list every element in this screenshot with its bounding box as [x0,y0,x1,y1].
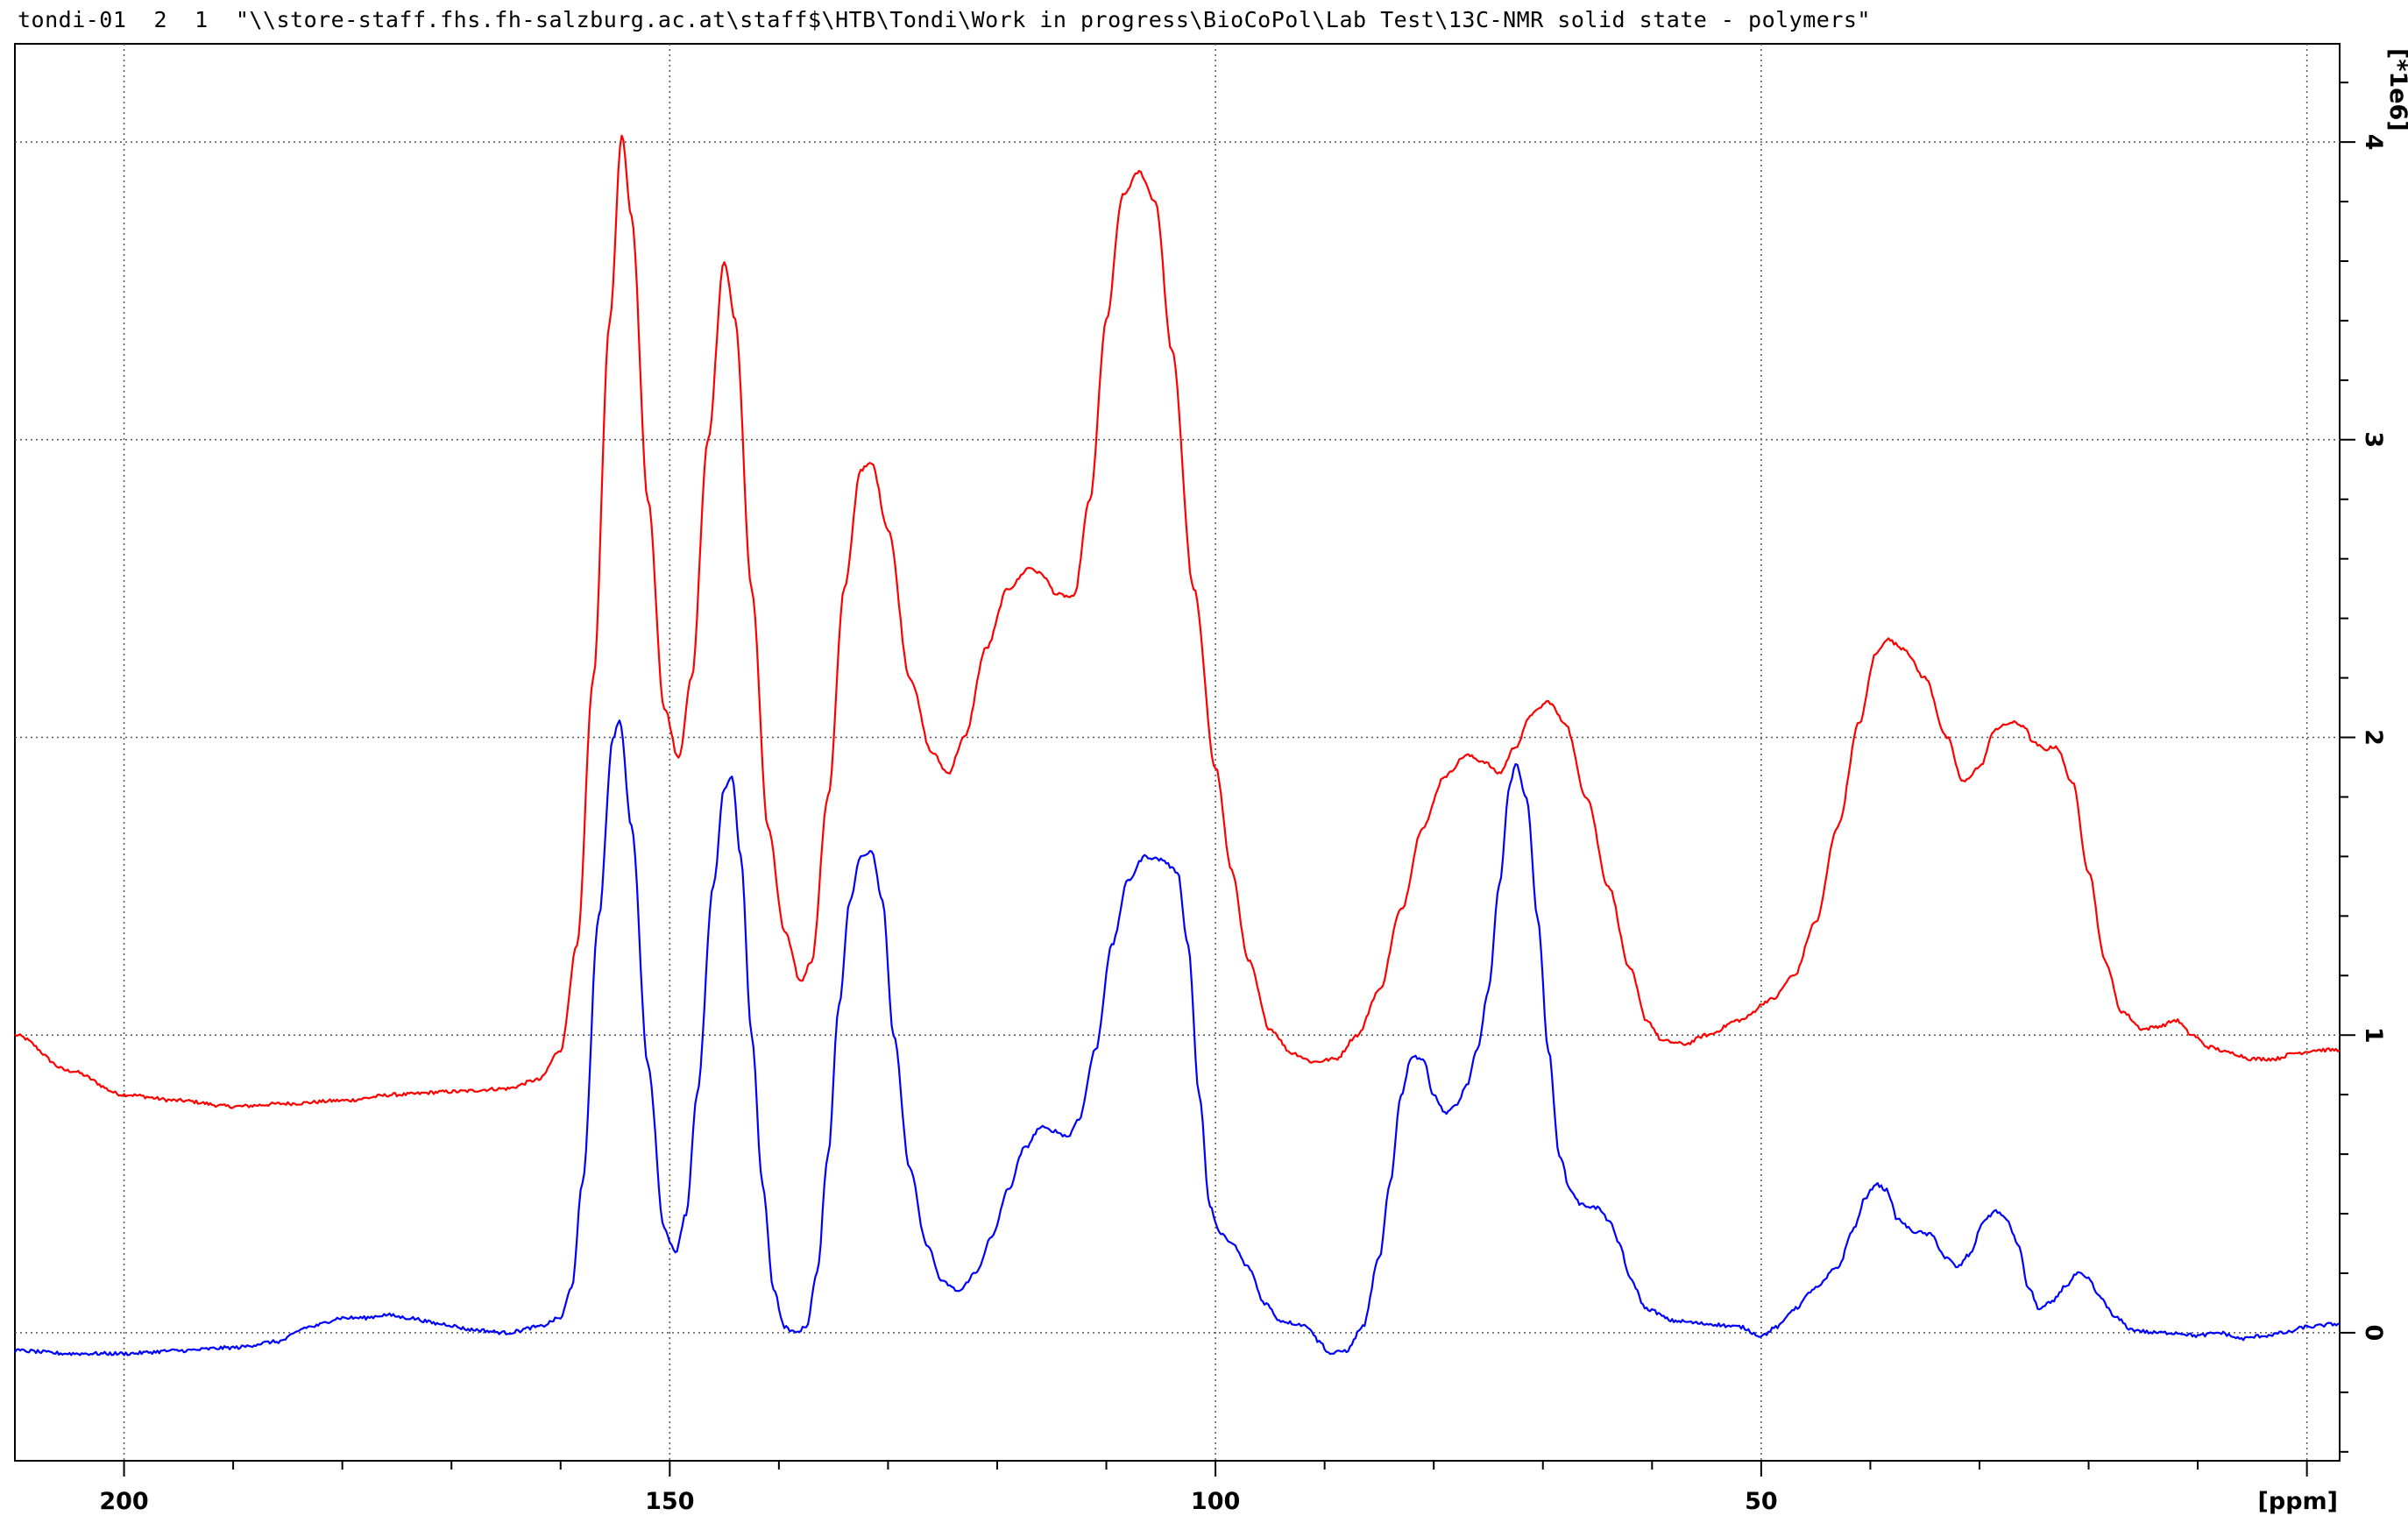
x-tick-label: 50 [1745,1488,1778,1515]
y-tick-label: 3 [2360,431,2387,448]
x-tick-label: 100 [1191,1488,1240,1515]
spectrum-line-blue [14,719,2341,1356]
y-axis-title: [*1e6] [2384,48,2408,131]
spectrum-line-red [14,134,2341,1109]
y-tick-label: 2 [2360,729,2387,746]
y-tick-label: 0 [2360,1325,2387,1342]
spectrum-file-header: tondi-01 2 1 "\\store-staff.fhs.fh-salzb… [18,7,1871,32]
grid-lines [15,44,2340,1461]
x-tick-label: 150 [645,1488,694,1515]
y-tick-label: 1 [2360,1027,2387,1044]
x-axis-title: [ppm] [2258,1488,2338,1515]
axis-ticks: 200 150 100 50 0 1 2 3 4 [99,81,2387,1515]
spectrum-series [14,134,2341,1356]
plot-area-frame [14,43,2341,1462]
y-tick-label: 4 [2360,134,2387,151]
x-tick-label: 200 [99,1488,148,1515]
